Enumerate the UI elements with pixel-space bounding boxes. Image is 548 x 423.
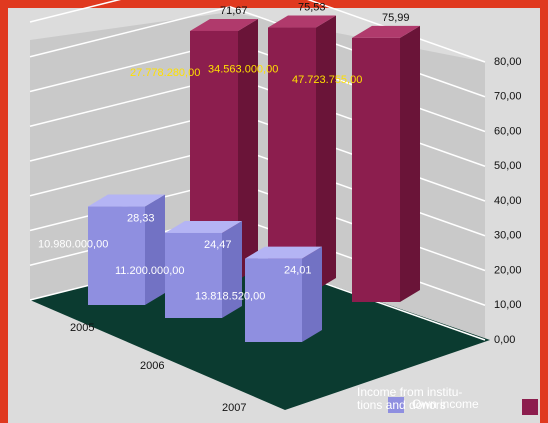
value-label: 24,47 <box>204 239 232 251</box>
bar-top <box>268 15 336 28</box>
amount-label: 13.818.520,00 <box>195 290 265 302</box>
y-tick-label: 10,00 <box>494 299 522 311</box>
bar-side <box>145 194 165 305</box>
bar-side <box>238 18 258 281</box>
amount-label: 10.980.000,00 <box>38 238 108 250</box>
x-tick-label: 2007 <box>222 402 246 414</box>
bar-top <box>165 220 242 233</box>
legend-swatch <box>522 399 538 415</box>
y-tick-label: 70,00 <box>494 91 522 103</box>
value-label: 24,01 <box>284 264 312 276</box>
value-label: 28,33 <box>127 212 155 224</box>
y-tick-label: 40,00 <box>494 195 522 207</box>
bar-top <box>88 194 165 207</box>
y-tick-label: 50,00 <box>494 160 522 172</box>
bar <box>165 232 222 318</box>
legend-label: Income from institu- tions and donors <box>357 385 463 412</box>
x-tick-label: 2005 <box>70 322 94 334</box>
bar-top <box>245 246 322 259</box>
bar-side <box>400 25 420 302</box>
bar <box>88 206 145 305</box>
y-tick-label: 30,00 <box>494 230 522 242</box>
y-tick-label: 0,00 <box>494 334 515 346</box>
y-tick-label: 80,00 <box>494 56 522 68</box>
bar-top <box>190 18 258 31</box>
bar <box>352 37 400 302</box>
amount-label: 27.778.280,00 <box>130 67 200 79</box>
bar-side <box>222 220 242 318</box>
bar-side <box>316 15 336 290</box>
value-label: 71,67 <box>220 5 248 17</box>
x-tick-label: 2006 <box>140 360 164 372</box>
legend-label: Own income <box>412 397 479 411</box>
amount-label: 11.200.000,00 <box>115 265 185 277</box>
y-tick-label: 20,00 <box>494 264 522 276</box>
value-label: 75,99 <box>382 12 410 24</box>
amount-label: 47.723.755,00 <box>292 74 362 86</box>
bar-top <box>352 25 420 38</box>
amount-label: 34.563.000,00 <box>208 63 278 75</box>
bar-side <box>302 246 322 342</box>
value-label: 75,53 <box>298 1 326 13</box>
y-tick-label: 60,00 <box>494 125 522 137</box>
legend-swatch <box>388 397 404 413</box>
bar <box>268 27 316 290</box>
bar <box>245 258 302 342</box>
